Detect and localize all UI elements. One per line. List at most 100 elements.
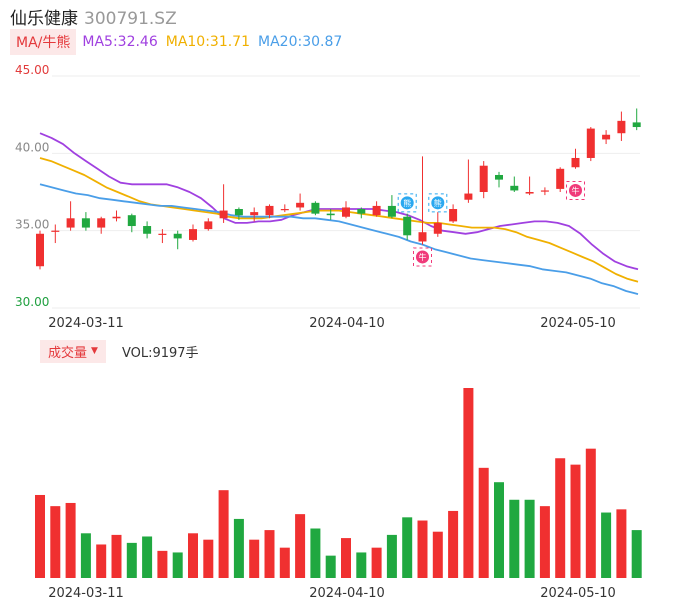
candle-body [234, 209, 243, 216]
candle [342, 201, 350, 219]
date-tick-label: 2024-05-10 [540, 316, 616, 331]
volume-bar [616, 509, 627, 578]
candle [479, 161, 488, 199]
candle [540, 187, 549, 196]
candle [219, 184, 228, 223]
candle [234, 207, 243, 220]
volume-bar [96, 544, 107, 578]
ma20-line [39, 183, 639, 295]
price-tick-label: 40.00 [15, 140, 49, 154]
price-grid [52, 75, 640, 309]
candle-body [112, 216, 121, 219]
marker-frame [397, 193, 417, 213]
ma-toggle-button[interactable]: MA/牛熊 [10, 29, 77, 55]
marker-frame [566, 180, 585, 200]
marker-text: 牛 [572, 185, 580, 195]
candle [632, 108, 641, 131]
dropdown-triangle-icon: ▼ [91, 346, 98, 356]
candle [586, 127, 595, 162]
volume-bar [601, 512, 612, 578]
candle [495, 171, 503, 188]
candle [418, 156, 427, 245]
candle-body [433, 222, 442, 234]
price-tick-label: 45.00 [15, 63, 49, 77]
stock-name: 仙乐健康 [10, 9, 78, 29]
bull-bear-marker: 牛 [566, 180, 585, 200]
volume-bar [35, 494, 45, 578]
volume-bar [279, 547, 290, 578]
candle [97, 216, 106, 234]
candle-body [632, 122, 641, 128]
candle-body [36, 233, 44, 267]
candle [464, 159, 473, 203]
volume-bar [111, 534, 122, 578]
ma10-legend-label: MA10:31.71 [165, 34, 251, 50]
date-tick-label: 2024-04-10 [309, 586, 385, 601]
candle-body [296, 202, 305, 208]
candle [617, 111, 626, 141]
bull-bear-marker: 牛 [413, 247, 432, 267]
candle [403, 213, 412, 240]
candle [449, 204, 458, 223]
candle [36, 230, 44, 270]
volume-toggle-button[interactable]: 成交量 ▼ [40, 339, 106, 363]
candle-body [204, 221, 213, 230]
volume-bar [203, 539, 214, 578]
volume-bar [233, 518, 244, 578]
volume-bar [325, 555, 336, 578]
volume-bar [356, 552, 367, 578]
ma-legend: MA/牛熊 MA5:32.46 MA10:31.71 MA20:30.87 [10, 29, 350, 55]
bull-bear-marker: 熊 [397, 193, 417, 213]
volume-value: VOL:9197手 [121, 345, 199, 361]
candle-body [387, 205, 396, 217]
candle-body [464, 193, 473, 200]
candle-body [158, 233, 167, 235]
volume-bar [371, 547, 382, 578]
candle [311, 201, 320, 216]
volume-bar [570, 464, 581, 578]
marker-frame [428, 193, 448, 213]
volume-bar [264, 530, 275, 578]
volume-toggle-label: 成交量 [48, 345, 88, 361]
volume-bar [585, 448, 596, 578]
price-tick-label: 35.00 [15, 218, 49, 232]
volume-bar [142, 536, 153, 578]
candle-body [510, 185, 519, 191]
volume-bar [417, 520, 428, 578]
candle-body [449, 209, 458, 222]
marker-badge [416, 250, 429, 264]
date-axis-top: 2024-03-11 2024-04-10 2024-05-10 [48, 316, 616, 331]
candle-body [479, 165, 488, 192]
date-tick-label: 2024-03-11 [48, 316, 124, 331]
candle-body [189, 229, 197, 240]
candle [250, 207, 259, 222]
volume-bar [172, 552, 183, 578]
stock-code: 300791.SZ [84, 9, 177, 29]
volume-bar [478, 467, 489, 578]
volume-bar [463, 388, 474, 578]
candle-body [250, 212, 259, 216]
candle-body [173, 233, 182, 239]
volume-bar [631, 530, 642, 578]
volume-bar [341, 538, 351, 578]
candle-body [372, 205, 381, 216]
volume-bar [539, 506, 550, 578]
candle-body [265, 205, 274, 216]
candle [510, 176, 519, 192]
candle-body [342, 207, 350, 217]
candle [556, 167, 565, 192]
candle-body [280, 209, 289, 211]
candle [66, 201, 75, 231]
date-tick-label: 2024-04-10 [309, 316, 385, 331]
volume-bar [295, 514, 306, 578]
candle-body [540, 190, 549, 192]
marker-text: 牛 [419, 252, 427, 262]
candle-body [357, 209, 366, 214]
volume-bar [448, 510, 459, 578]
volume-legend: 成交量 ▼ VOL:9197手 [40, 339, 199, 363]
candle-body [97, 218, 106, 228]
bull-bear-marker: 熊 [428, 193, 448, 213]
candle [433, 212, 442, 237]
marker-badge [569, 183, 582, 197]
candle [372, 201, 381, 217]
